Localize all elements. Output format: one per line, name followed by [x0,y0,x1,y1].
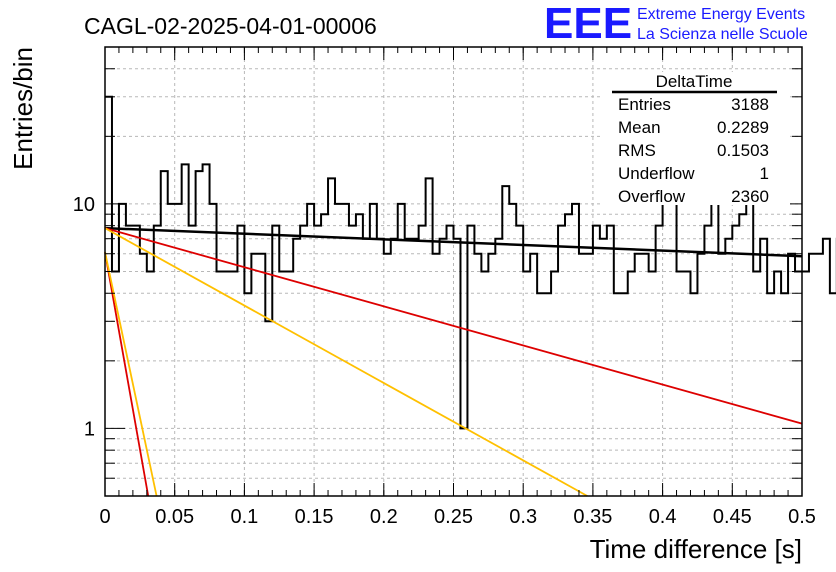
fit-line [104,251,150,497]
axis-ticks [104,46,803,497]
stats-row-value: 3188 [731,95,769,114]
x-tick-label: 0.25 [434,506,473,528]
y-tick-label: 1 [84,418,95,440]
stats-row-value: 1 [760,164,769,183]
x-tick-label: 0.35 [573,506,612,528]
x-tick-label: 0.1 [230,506,258,528]
stats-row-label: Overflow [618,187,686,206]
x-axis-label: Time difference [s] [590,534,802,564]
stats-box-background [600,72,790,205]
fit-lines [104,226,803,497]
y-tick-labels: 1 10 [73,194,95,441]
y-axis-label: Entries/bin [8,47,38,170]
y-tick-label: 10 [73,194,95,216]
stats-title: DeltaTime [656,72,733,91]
stats-row-value: 2360 [731,187,769,206]
stats-box: DeltaTime Entries 3188 Mean 0.2289 RMS 0.1503… [600,72,790,206]
fit-line [104,227,803,425]
histogram [105,95,836,430]
chart-title: CAGL-02-2025-04-01-00006 [84,13,377,39]
eee-logo-mark: EEE [544,0,632,48]
stats-row-label: Underflow [618,164,695,183]
fit-line [104,226,803,258]
eee-logo: EEE Extreme Energy Events La Scienza nel… [544,0,808,48]
stats-rows: Entries 3188 Mean 0.2289 RMS 0.1503 Underflow 1… [618,95,769,206]
eee-logo-line1: Extreme Energy Events [637,6,805,23]
x-tick-label: 0.15 [295,506,334,528]
x-tick-label: 0.45 [713,506,752,528]
x-tick-label: 0.3 [509,506,537,528]
x-tick-label: 0 [99,506,110,528]
x-tick-label: 0.2 [370,506,398,528]
x-tick-label: 0.05 [155,506,194,528]
x-tick-label: 0.4 [649,506,677,528]
eee-logo-line2: La Scienza nelle Scuole [637,26,808,43]
fit-line [104,227,588,497]
stats-row-value: 0.2289 [717,118,769,137]
histogram-line [105,95,836,430]
fit-line [104,251,158,497]
x-tick-label: 0.5 [788,506,816,528]
stats-row-label: Entries [618,95,671,114]
stats-row-label: Mean [618,118,661,137]
x-tick-labels: 0 0.05 0.1 0.15 0.2 0.25 0.3 0.35 0.4 0.45 0.5 [99,506,815,528]
stats-row-label: RMS [618,141,656,160]
stats-row-value: 0.1503 [717,141,769,160]
